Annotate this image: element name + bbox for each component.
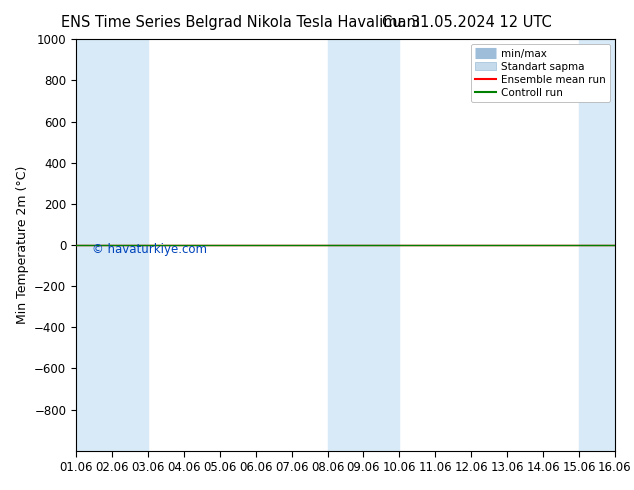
- Text: © havaturkiye.com: © havaturkiye.com: [93, 243, 207, 256]
- Legend: min/max, Standart sapma, Ensemble mean run, Controll run: min/max, Standart sapma, Ensemble mean r…: [470, 45, 610, 102]
- Bar: [579, 39, 634, 451]
- Bar: [76, 39, 148, 451]
- Text: Cu. 31.05.2024 12 UTC: Cu. 31.05.2024 12 UTC: [382, 15, 552, 30]
- Y-axis label: Min Temperature 2m (°C): Min Temperature 2m (°C): [16, 166, 29, 324]
- Bar: [328, 39, 399, 451]
- Text: ENS Time Series Belgrad Nikola Tesla Havalimanı: ENS Time Series Belgrad Nikola Tesla Hav…: [61, 15, 420, 30]
